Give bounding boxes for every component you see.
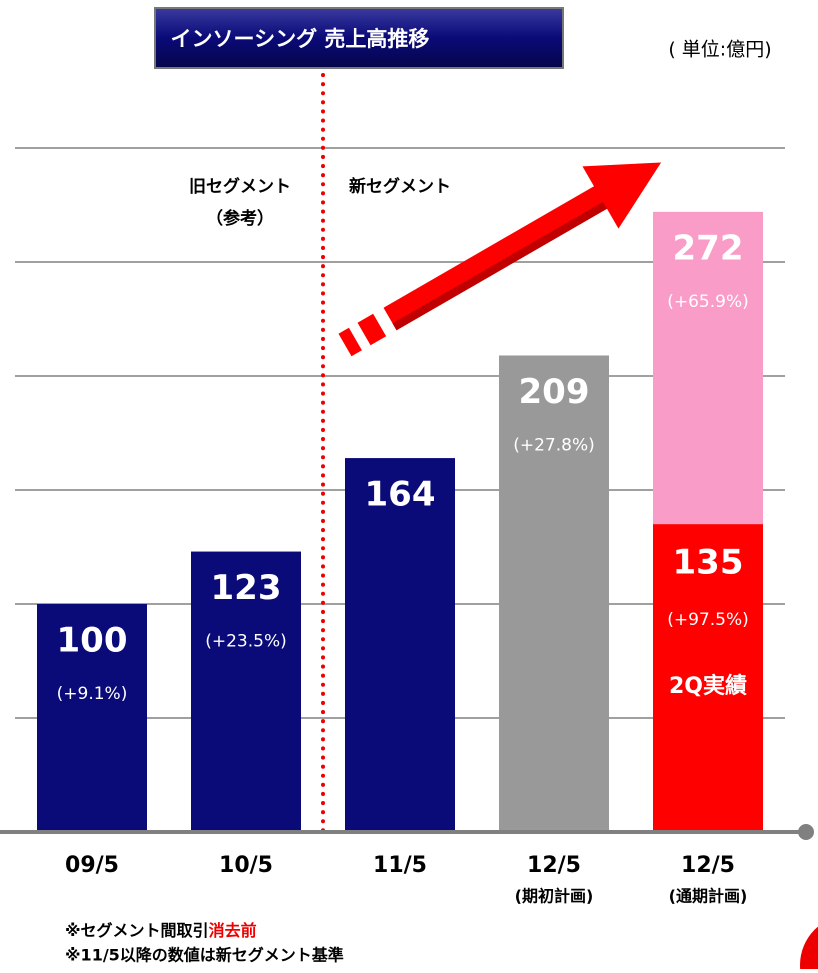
overlay-growth-label: (+97.5%) [667, 610, 749, 630]
value-label: 164 [365, 475, 436, 515]
trend-arrow [338, 162, 662, 357]
bar [37, 604, 147, 832]
bar [345, 458, 455, 832]
unit-label: ( 単位:億円) [668, 39, 771, 61]
bar [653, 524, 763, 832]
x-tick-sublabel: (通期計画) [669, 887, 748, 906]
x-tick-label: 12/5 [527, 853, 581, 878]
x-tick-sublabel: (期初計画) [515, 887, 594, 906]
footnote-text: ※セグメント間取引 [65, 921, 209, 940]
value-label: 100 [57, 621, 128, 661]
value-label: 272 [673, 228, 744, 268]
chart-title: インソーシング 売上高推移 [171, 27, 430, 51]
footnote: ※11/5以降の数値は新セグメント基準 [65, 946, 344, 965]
bar [499, 355, 609, 832]
growth-label: (+23.5%) [205, 632, 287, 652]
overlay-text: 2Q実績 [669, 673, 747, 699]
bars: 100 (+9.1%) 123 (+23.5%) 164 209 (+27.8%) 272 (+… [37, 211, 763, 833]
value-label: 209 [519, 372, 590, 412]
growth-label: (+9.1%) [57, 684, 128, 704]
x-tick-label: 09/5 [65, 853, 119, 878]
growth-label: (+65.9%) [667, 292, 749, 312]
growth-label: (+27.8%) [513, 435, 595, 455]
x-tick-label: 12/5 [681, 853, 735, 878]
value-label: 123 [211, 568, 282, 608]
old-segment-label: 旧セグメント [189, 176, 291, 197]
title-box [154, 7, 564, 69]
corner-decoration [800, 926, 818, 973]
footnote: ※セグメント間取引消去前 [65, 921, 257, 940]
new-segment-label: 新セグメント [349, 176, 451, 197]
old-segment-note: （参考） [206, 208, 274, 229]
x-tick-label: 11/5 [373, 853, 427, 878]
bar [191, 551, 301, 832]
footnote-red: 消去前 [209, 921, 257, 940]
x-tick-label: 10/5 [219, 853, 273, 878]
baseline-dot [798, 824, 814, 840]
overlay-value-label: 135 [673, 543, 744, 583]
